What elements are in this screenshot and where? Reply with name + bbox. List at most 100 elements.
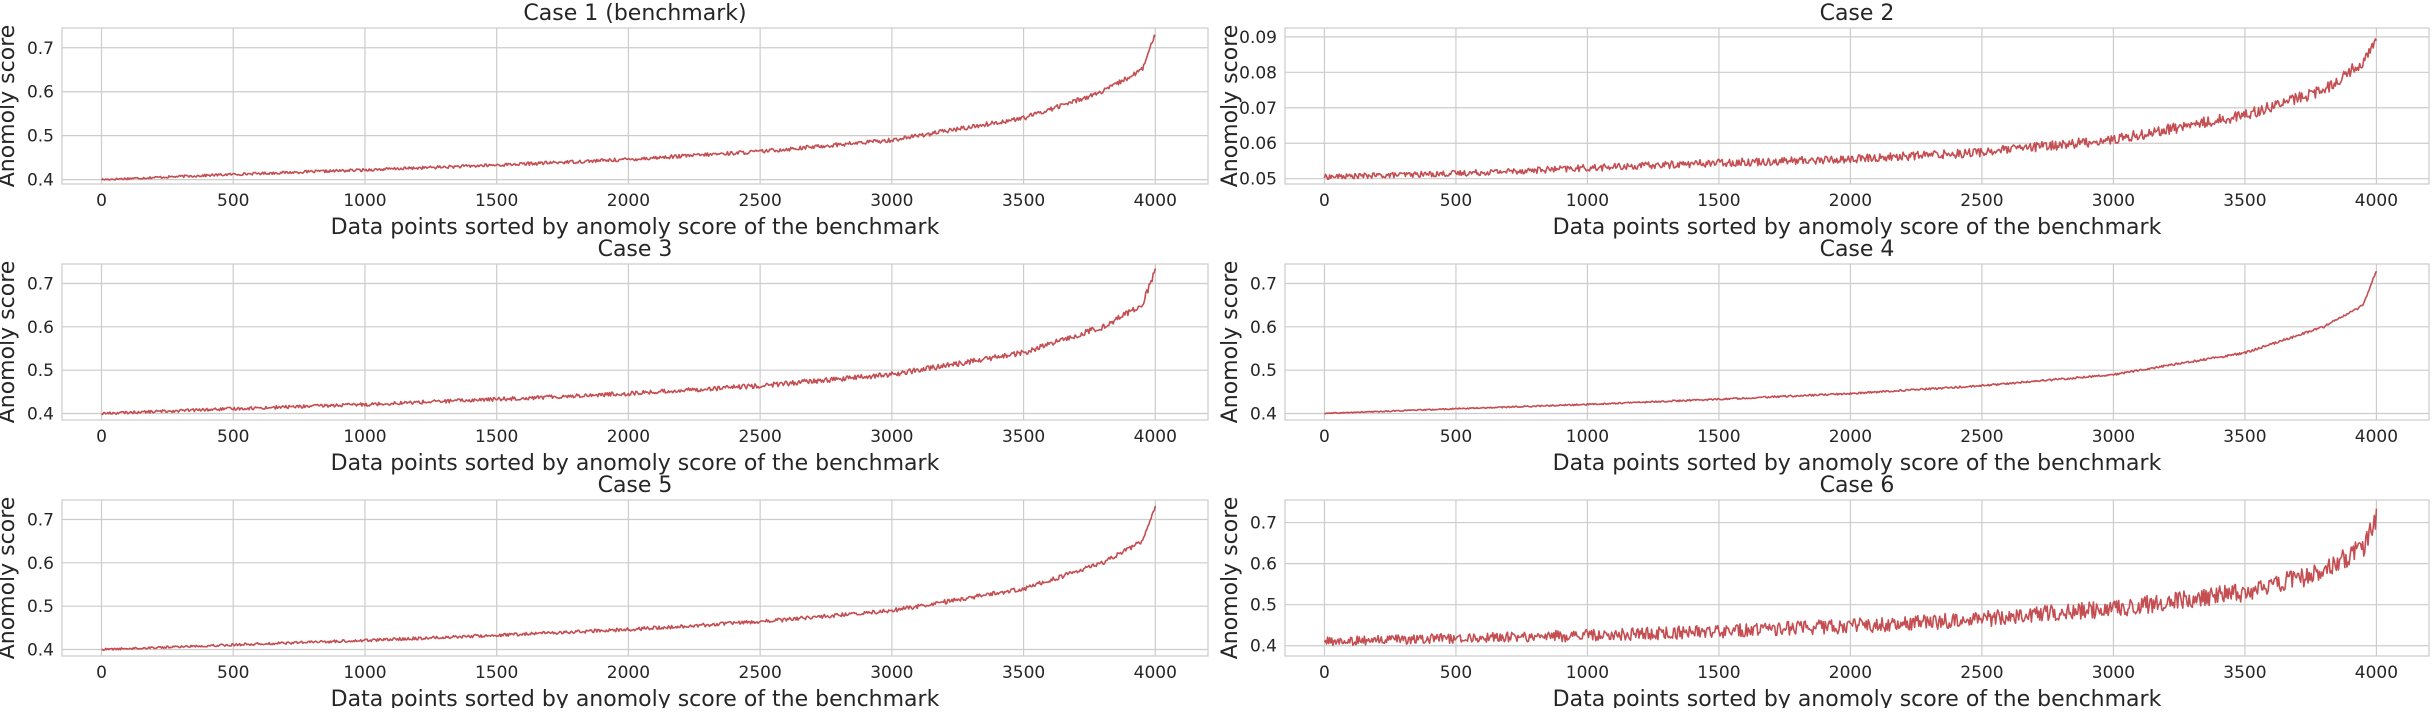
y-tick-label: 0.4 — [1250, 405, 1277, 425]
subplot-title: Case 5 — [598, 473, 673, 498]
plot-frame — [61, 499, 1209, 657]
y-tick-label: 0.07 — [1239, 99, 1277, 119]
anomaly-score-line — [1323, 508, 2378, 647]
x-tick-label: 3500 — [1002, 427, 1045, 447]
y-tick-label: 0.7 — [27, 275, 54, 295]
x-tick-label: 3500 — [1002, 663, 1045, 683]
x-tick-label: 1000 — [343, 427, 386, 447]
x-tick-label: 2500 — [1960, 191, 2003, 211]
y-tick-label: 0.4 — [1250, 637, 1277, 657]
y-tick-label: 0.5 — [1250, 596, 1277, 616]
subplot-2: 0 500 1000 1500 2000 2500 3000 3500 4000 0.05 0.06… — [1218, 1, 2430, 240]
x-tick-label: 3000 — [870, 427, 913, 447]
subplot-title: Case 2 — [1820, 1, 1895, 26]
x-tick-label: 2500 — [739, 663, 782, 683]
y-tick-label: 0.6 — [27, 318, 54, 338]
subplot-3: 0 500 1000 1500 2000 2500 3000 3500 4000 0.4 0.5 0.… — [0, 237, 1209, 476]
y-axis-label: Anomoly score — [0, 25, 20, 188]
y-tick-label: 0.7 — [1250, 275, 1277, 295]
x-tick-label: 2500 — [1960, 663, 2003, 683]
x-tick-label: 2500 — [1960, 427, 2003, 447]
y-tick-label: 0.6 — [27, 554, 54, 574]
subplot-4: 0 500 1000 1500 2000 2500 3000 3500 4000 0.4 0.5 0.… — [1218, 237, 2430, 476]
plot-frame — [1284, 499, 2430, 657]
subplot-title: Case 3 — [598, 237, 673, 262]
x-tick-label: 3500 — [2223, 663, 2266, 683]
y-axis-label: Anomoly score — [1218, 261, 1243, 424]
y-axis-label: Anomoly score — [0, 497, 20, 660]
x-tick-label: 3500 — [1002, 191, 1045, 211]
y-tick-label: 0.08 — [1239, 63, 1277, 83]
plot-frame — [1284, 27, 2430, 185]
x-tick-label: 1500 — [1697, 427, 1740, 447]
anomaly-score-line — [101, 268, 1157, 416]
x-tick-label: 2500 — [739, 427, 782, 447]
x-tick-label: 0 — [1319, 427, 1330, 447]
x-tick-label: 1500 — [1697, 191, 1740, 211]
x-tick-label: 0 — [1319, 191, 1330, 211]
plot-frame — [61, 27, 1209, 185]
subplot-title: Case 4 — [1820, 237, 1895, 262]
y-tick-label: 0.06 — [1239, 134, 1277, 154]
x-tick-label: 3500 — [2223, 427, 2266, 447]
y-tick-label: 0.5 — [1250, 361, 1277, 381]
plot-frame — [61, 263, 1209, 421]
x-tick-label: 1000 — [1566, 663, 1609, 683]
y-axis-label: Anomoly score — [1218, 497, 1243, 660]
y-axis-label: Anomoly score — [0, 261, 20, 424]
x-tick-label: 1500 — [475, 427, 518, 447]
y-axis-label: Anomoly score — [1218, 25, 1243, 188]
x-axis-label: Data points sorted by anomoly score of t… — [331, 215, 940, 240]
y-tick-label: 0.6 — [1250, 555, 1277, 575]
x-tick-label: 1000 — [1566, 191, 1609, 211]
x-tick-label: 3500 — [2223, 191, 2266, 211]
y-tick-label: 0.4 — [27, 641, 54, 661]
x-tick-label: 1000 — [343, 663, 386, 683]
subplot-5: 0 500 1000 1500 2000 2500 3000 3500 4000 0.4 0.5 0.… — [0, 473, 1209, 712]
y-tick-label: 0.4 — [27, 171, 54, 191]
anomaly-score-line — [100, 34, 1156, 181]
y-tick-label: 0.5 — [27, 127, 54, 147]
y-tick-label: 0.4 — [27, 405, 54, 425]
x-axis-label: Data points sorted by anomoly score of t… — [1553, 215, 2162, 240]
x-tick-label: 0 — [96, 427, 107, 447]
x-tick-label: 500 — [217, 191, 249, 211]
x-tick-label: 3000 — [2092, 427, 2135, 447]
x-tick-label: 500 — [217, 427, 249, 447]
x-tick-label: 4000 — [1134, 191, 1177, 211]
y-tick-label: 0.5 — [27, 361, 54, 381]
x-axis-label: Data points sorted by anomoly score of t… — [331, 687, 940, 708]
anomaly-score-line — [1323, 38, 2378, 180]
x-tick-label: 3000 — [870, 663, 913, 683]
x-tick-label: 4000 — [2355, 663, 2398, 683]
x-tick-label: 0 — [96, 663, 107, 683]
x-tick-label: 500 — [1440, 663, 1472, 683]
y-tick-label: 0.5 — [27, 597, 54, 617]
subplot-1: 0 500 1000 1500 2000 2500 3000 3500 4000 0.4 0.5 0.… — [0, 1, 1209, 240]
x-tick-label: 2000 — [607, 663, 650, 683]
x-tick-label: 1000 — [343, 191, 386, 211]
x-tick-label: 4000 — [1134, 427, 1177, 447]
x-tick-label: 2000 — [607, 427, 650, 447]
y-tick-label: 0.6 — [27, 83, 54, 103]
x-tick-label: 1500 — [475, 191, 518, 211]
anomaly-score-line — [101, 505, 1157, 652]
x-tick-label: 500 — [217, 663, 249, 683]
x-tick-label: 2000 — [1829, 191, 1872, 211]
y-tick-label: 0.6 — [1250, 318, 1277, 338]
x-tick-label: 500 — [1440, 191, 1472, 211]
x-tick-label: 2000 — [1829, 663, 1872, 683]
x-tick-label: 2000 — [607, 191, 650, 211]
x-tick-label: 2500 — [739, 191, 782, 211]
subplot-6: 0 500 1000 1500 2000 2500 3000 3500 4000 0.4 0.5 0.… — [1218, 473, 2430, 712]
y-tick-label: 0.09 — [1239, 28, 1277, 48]
plot-frame — [1284, 263, 2430, 421]
x-tick-label: 0 — [1319, 663, 1330, 683]
x-tick-label: 1500 — [475, 663, 518, 683]
x-tick-label: 4000 — [2355, 191, 2398, 211]
subplot-title: Case 1 (benchmark) — [523, 1, 746, 26]
x-tick-label: 4000 — [1134, 663, 1177, 683]
y-tick-label: 0.7 — [27, 511, 54, 531]
